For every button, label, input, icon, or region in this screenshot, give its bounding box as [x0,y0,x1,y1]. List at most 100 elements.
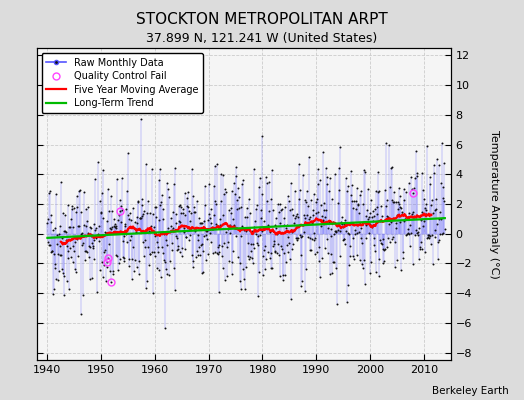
Point [420,249,429,256]
Point [318,148,326,155]
Point [403,230,412,236]
Point [203,235,212,242]
Point [249,260,257,266]
Point [55,268,63,275]
Point [264,222,272,228]
Point [342,228,350,234]
Point [388,196,397,203]
Point [100,249,108,255]
Point [161,325,169,332]
Point [161,259,169,266]
Point [290,227,299,234]
Point [60,273,69,280]
Point [341,217,350,223]
Point [138,202,147,208]
Point [113,176,122,182]
Point [411,174,419,181]
Point [269,238,278,244]
Point [419,222,428,229]
Point [372,188,380,194]
Point [193,198,201,205]
Point [399,255,407,261]
Point [54,250,62,257]
Point [209,226,217,232]
Point [310,236,318,243]
Point [315,244,323,250]
Point [137,213,146,220]
Point [126,209,135,216]
Point [343,298,351,305]
Point [150,249,158,256]
Point [131,256,139,263]
Point [59,228,68,234]
Point [363,220,372,226]
Point [190,204,198,210]
Point [316,202,325,208]
Point [220,240,228,246]
Point [215,249,224,255]
Point [357,235,365,241]
Point [282,259,290,265]
Point [331,171,339,177]
Point [256,175,264,182]
Point [199,248,208,255]
Point [380,187,389,193]
Point [334,227,342,234]
Point [284,193,292,199]
Point [418,170,426,176]
Point [398,209,407,215]
Point [386,184,394,190]
Point [106,193,115,199]
Legend: Raw Monthly Data, Quality Control Fail, Five Year Moving Average, Long-Term Tren: Raw Monthly Data, Quality Control Fail, … [41,53,203,113]
Point [219,211,227,218]
Point [297,252,305,258]
Point [135,258,144,264]
Y-axis label: Temperature Anomaly (°C): Temperature Anomaly (°C) [489,130,499,278]
Point [400,218,408,224]
Point [101,247,110,253]
Point [314,166,323,172]
Point [43,220,52,226]
Point [116,197,124,203]
Point [433,239,442,246]
Point [186,232,194,238]
Point [189,193,198,200]
Point [301,288,309,294]
Point [418,246,427,252]
Point [64,247,72,254]
Point [409,190,418,196]
Point [170,181,178,188]
Point [73,235,81,242]
Point [352,206,361,212]
Point [172,211,180,217]
Point [173,234,181,241]
Point [227,204,235,211]
Point [280,215,288,222]
Point [213,161,221,168]
Point [274,201,282,207]
Point [298,278,306,284]
Point [211,162,219,169]
Point [396,192,404,199]
Point [169,225,177,232]
Point [376,237,384,243]
Point [119,257,128,264]
Point [408,211,416,217]
Point [378,236,387,243]
Point [346,243,354,249]
Point [159,216,167,222]
Point [356,192,364,198]
Point [242,264,250,270]
Point [343,183,352,189]
Point [368,224,376,230]
Point [302,266,311,272]
Point [434,256,442,263]
Point [174,246,182,252]
Text: Berkeley Earth: Berkeley Earth [432,386,508,396]
Point [115,260,123,266]
Point [62,229,70,235]
Point [253,202,261,208]
Point [78,242,86,248]
Point [299,172,308,178]
Point [234,184,242,191]
